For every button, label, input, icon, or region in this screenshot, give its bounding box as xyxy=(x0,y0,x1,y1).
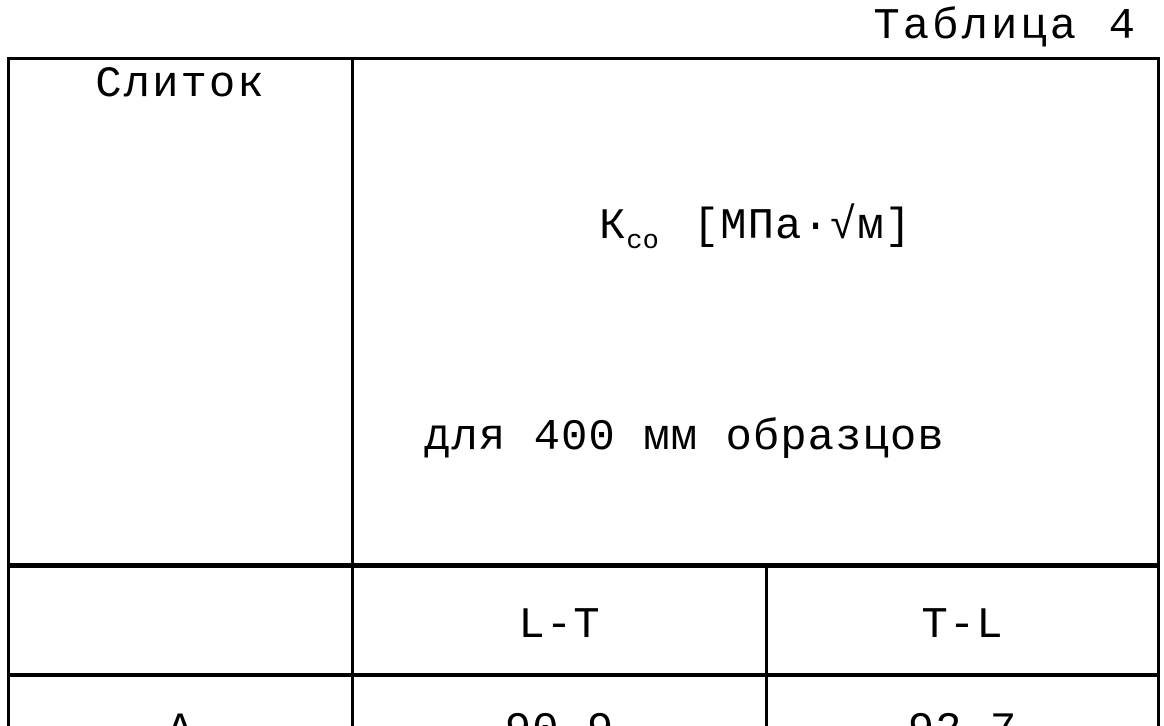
kco-unit: [МПа·√м] xyxy=(692,202,913,252)
kco-formula: Ксо [МПа·√м] xyxy=(356,202,1156,257)
kco-symbol: К xyxy=(598,202,627,252)
subheader-cell-tl: T-L xyxy=(765,563,1160,678)
header-cell-kco: Ксо [МПа·√м] для 400 мм образцов xyxy=(351,57,1160,568)
header-cell-ingot: Слиток xyxy=(7,57,354,568)
kco-specimen-note: для 400 мм образцов xyxy=(424,412,945,463)
value-lt: 90,9 xyxy=(351,673,768,726)
subheader-row: L-T T-L xyxy=(7,563,1160,678)
table-caption: Таблица 4 xyxy=(873,2,1138,52)
ingot-label: A xyxy=(7,673,354,726)
data-table: Слиток Ксо [МПа·√м] для 400 мм образцов L… xyxy=(7,57,1160,726)
header-row: Слиток Ксо [МПа·√м] для 400 мм образцов xyxy=(7,57,1160,568)
table-row: A 90,9 92,7 xyxy=(7,673,1160,726)
kco-subscript: со xyxy=(626,226,659,257)
subheader-cell-lt: L-T xyxy=(351,563,768,678)
subheader-cell-empty xyxy=(7,563,354,678)
value-tl: 92,7 xyxy=(765,673,1160,726)
